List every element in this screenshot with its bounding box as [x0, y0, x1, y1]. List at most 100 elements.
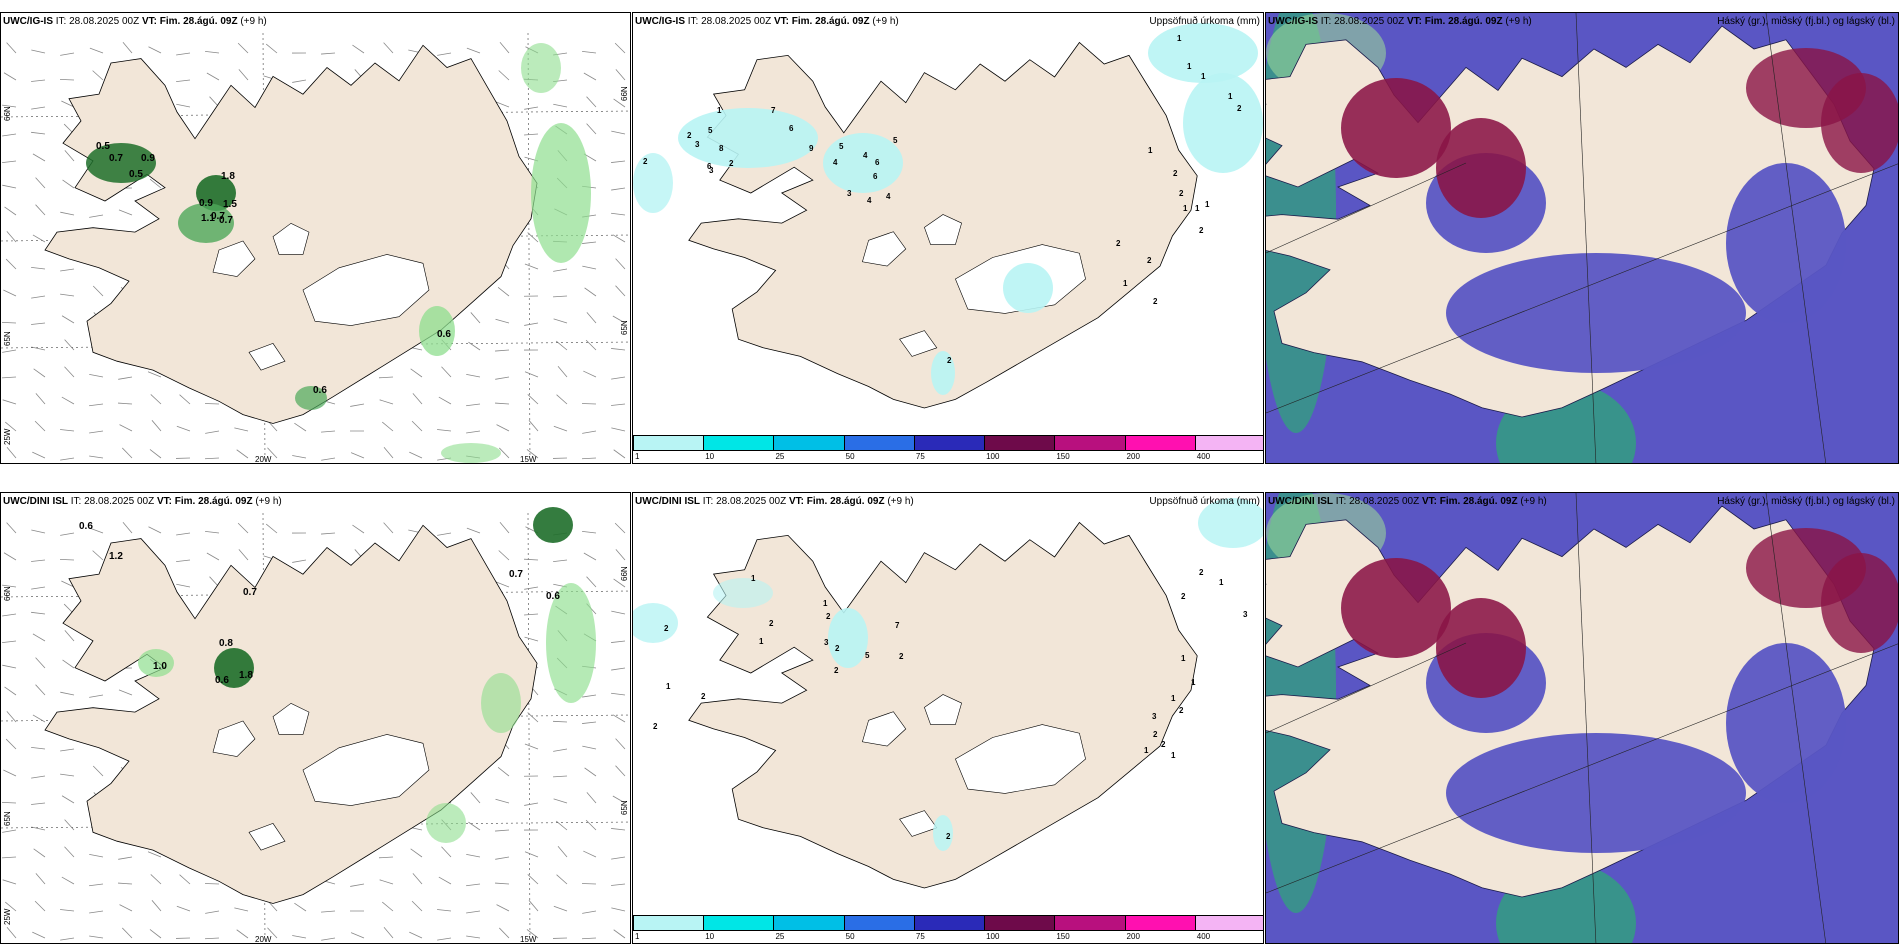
colorbar-swatch: [984, 435, 1056, 451]
wind-barb: [35, 684, 46, 696]
gust-area: [546, 583, 596, 703]
field-value-label: 1.5: [223, 199, 237, 210]
lon-label-20w: 20W: [255, 455, 272, 464]
wind-barb: [409, 931, 423, 939]
wind-barb: [496, 424, 510, 432]
wind-barb: [524, 133, 539, 136]
field-value-label: 2: [1179, 706, 1184, 715]
wind-barb: [470, 312, 481, 324]
field-value-label: 0.6: [437, 329, 451, 340]
colorbar-swatch: [1194, 435, 1263, 451]
precip-area: [1183, 73, 1263, 173]
wind-barb: [64, 819, 75, 831]
precip-area: [678, 108, 818, 168]
wind-barb: [92, 765, 104, 777]
graticule-line: [1575, 493, 1597, 943]
wind-barb: [613, 449, 626, 459]
wind-barb: [524, 802, 539, 806]
colorbar-tick: 1: [635, 452, 640, 461]
precip-area: [1198, 498, 1263, 548]
wind-barb: [495, 798, 510, 804]
field-value-label: 5: [893, 136, 898, 145]
wind-barb: [176, 425, 191, 432]
field-value-label: 0.7: [219, 215, 233, 226]
wind-barb: [89, 910, 104, 914]
wind-barb: [553, 318, 568, 324]
wind-barb: [89, 373, 104, 378]
wind-barb: [176, 559, 191, 563]
wind-barb: [614, 522, 626, 534]
wind-barb: [31, 322, 46, 325]
wind-barb: [383, 927, 394, 939]
field-value-label: 2: [1161, 740, 1166, 749]
field-value-label: 4: [833, 158, 838, 167]
field-value-label: 2: [899, 652, 904, 661]
wind-barb: [179, 394, 191, 405]
glacier: [248, 823, 286, 851]
mid-cloud-area: [1446, 253, 1746, 373]
mid-cloud-area: [1446, 733, 1746, 853]
field-value-label: 1.1: [201, 213, 215, 224]
wind-barb: [292, 455, 307, 459]
field-value-label: 1: [1144, 746, 1149, 755]
wind-barb: [321, 937, 336, 941]
wind-barb: [611, 640, 626, 643]
glacier: [862, 231, 907, 267]
field-value-label: 2: [769, 619, 774, 628]
wind-barb: [383, 42, 394, 54]
wind-barb: [468, 821, 481, 831]
wind-barb: [499, 522, 510, 534]
colorbar-tick: 75: [915, 932, 925, 941]
wind-barb: [3, 72, 17, 81]
colorbar-swatch: [913, 915, 986, 931]
wind-barb: [31, 746, 46, 750]
wind-barb: [615, 549, 626, 561]
field-value-label: 2: [947, 356, 952, 365]
high-cloud-area: [1341, 78, 1451, 178]
wind-barb: [581, 937, 597, 940]
wind-barb: [150, 874, 162, 885]
field-value-label: 2: [643, 157, 648, 166]
colorbar-tick: 10: [705, 452, 715, 461]
graticule-line: [1266, 642, 1467, 734]
wind-barb: [149, 178, 162, 189]
panel-ig-precip: UWC/IG-IS IT: 28.08.2025 00Z VT: Fim. 28…: [632, 12, 1264, 464]
field-value-label: 2: [1181, 592, 1186, 601]
wind-barb: [32, 234, 46, 243]
wind-barb: [582, 241, 597, 244]
field-value-label: 3: [847, 189, 852, 198]
cloud-map: [1266, 493, 1898, 943]
field-value-label: 3: [695, 140, 700, 149]
wind-barb: [495, 882, 510, 885]
field-value-label: 0.5: [96, 141, 110, 152]
wind-barb: [6, 231, 17, 243]
wind-barb: [35, 873, 46, 885]
field-value-label: 0.6: [313, 385, 327, 396]
wind-barb: [583, 72, 597, 81]
field-value-label: 7: [771, 106, 776, 115]
precip-area: [633, 603, 678, 643]
field-value-label: 2: [946, 832, 951, 841]
colorbar-swatch: [1194, 915, 1263, 931]
precip-area: [633, 153, 673, 213]
wind-barb: [118, 402, 133, 405]
wind-barb: [350, 932, 365, 939]
colorbar-tick: 50: [845, 452, 855, 461]
wind-barb: [267, 447, 278, 459]
wind-barb: [524, 558, 539, 561]
wind-barb: [147, 371, 162, 378]
wind-barb: [60, 293, 75, 297]
wind-barb: [61, 795, 75, 804]
wind-barb: [176, 905, 191, 912]
wind-barb: [582, 51, 597, 54]
precip-colorbar: 1 10 25 50 75 100 150 200 400: [633, 433, 1263, 463]
wind-barb: [64, 339, 75, 351]
wind-barb: [64, 846, 75, 858]
panel-title: UWC/DINI ISL IT: 28.08.2025 00Z VT: Fim.…: [635, 496, 914, 507]
colorbar-swatch: [773, 435, 845, 451]
wind-barb: [524, 106, 539, 110]
colorbar-swatch: [843, 915, 915, 931]
wind-barb: [60, 748, 75, 752]
wind-barb: [553, 425, 568, 432]
wind-map: 0.50.7 0.90.5 1.80.90.71.51.1 0.70.60.6: [1, 32, 630, 463]
